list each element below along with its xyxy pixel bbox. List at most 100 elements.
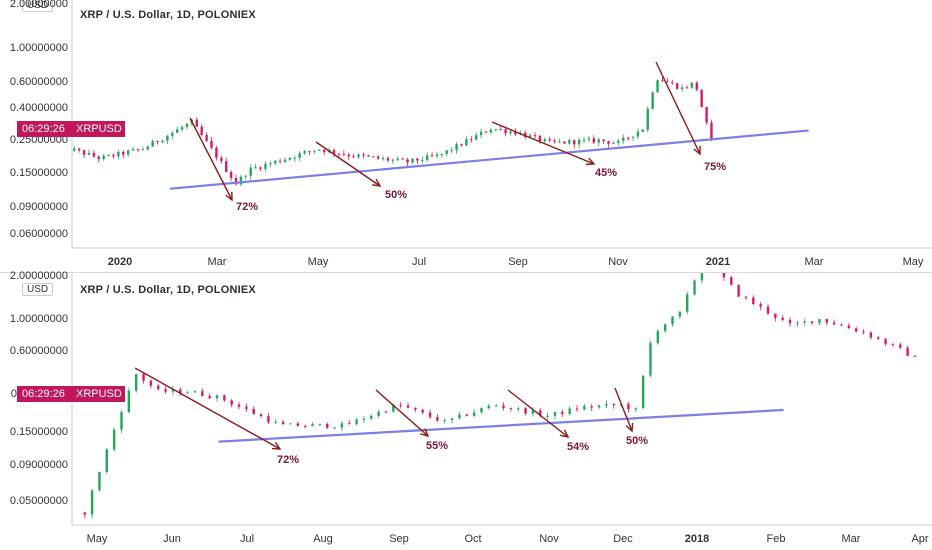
candle-body (472, 412, 476, 416)
candle-body (649, 343, 652, 376)
candle-body (134, 374, 138, 391)
correction-label: 50% (626, 435, 649, 447)
candle-body (538, 135, 542, 142)
candle-body (528, 135, 532, 138)
candle-body (370, 416, 373, 419)
candle-body (531, 410, 535, 414)
candle-body (504, 129, 507, 134)
price-badge-top[interactable]: 06:29:26 XRPUSD (17, 121, 125, 137)
candle-body (288, 157, 292, 160)
candle-body (83, 512, 86, 515)
candle-body (796, 322, 799, 324)
candle-body (479, 131, 483, 136)
candle-body (120, 412, 123, 430)
candle-body (607, 141, 610, 144)
candle-body (82, 150, 86, 155)
candle-body (666, 81, 669, 83)
candle-body (392, 404, 395, 412)
candle-body (376, 156, 380, 159)
candle-body (166, 135, 169, 141)
candle-body (484, 131, 488, 133)
candle-body (267, 416, 270, 423)
candle-body (308, 151, 311, 153)
correction-arrow (375, 389, 429, 437)
candle-body (411, 158, 414, 163)
candle-body (671, 82, 674, 84)
candle-body (205, 134, 208, 141)
candle-body (582, 139, 586, 141)
candle-body (90, 490, 94, 515)
chart-canvas-bottom (71, 273, 932, 526)
candle-body (465, 139, 468, 146)
correction-arrowhead (585, 157, 596, 166)
candle-body (303, 151, 306, 154)
x-tick-label: Dec (613, 533, 633, 545)
price-badge-time: 06:29:26 (22, 388, 65, 400)
candle-body (264, 163, 267, 169)
candle-body (311, 424, 314, 427)
correction-label: 72% (277, 454, 300, 466)
candle-body (399, 404, 402, 406)
x-tick-label: 2021 (705, 256, 731, 268)
candle-body (597, 139, 600, 143)
candle-body (700, 89, 703, 108)
correction-arrow (491, 121, 595, 165)
correction-arrowhead (371, 178, 382, 187)
correction-arrow (614, 387, 633, 432)
price-badge-symbol: XRPUSD (76, 123, 122, 135)
x-tick-label: Nov (539, 533, 559, 545)
candle-body (465, 414, 468, 416)
chart-title-bottom: XRP / U.S. Dollar, 1D, POLONIEX (80, 284, 256, 296)
candle-body (561, 411, 564, 414)
candle-body (700, 273, 704, 281)
candle-body (122, 151, 125, 155)
candle-body (208, 396, 211, 399)
candle-body (156, 141, 159, 143)
candle-body (847, 325, 851, 329)
candle-body (386, 158, 390, 161)
y-tick-label: 0.60000000 (9, 345, 68, 357)
candle-body (832, 322, 836, 325)
candle-body (509, 131, 512, 134)
candle-body (487, 405, 491, 409)
y-tick-label: 2.00000000 (9, 0, 68, 10)
candle-body (223, 395, 226, 401)
candle-body (430, 155, 434, 157)
x-tick-label: Apr (911, 533, 929, 545)
correction-arrowhead (693, 145, 701, 156)
candle-body (678, 311, 682, 317)
y-tick-label: 0.15000000 (9, 426, 68, 438)
x-tick-label: May (86, 533, 108, 545)
x-tick-label: May (902, 256, 924, 268)
correction-label: 72% (236, 201, 259, 213)
currency-label-bottom[interactable]: USD (22, 283, 54, 296)
candle-body (73, 148, 76, 151)
y-tick-label: 0 (10, 388, 17, 400)
candle-body (348, 423, 351, 425)
candle-body (337, 153, 341, 155)
candle-body (384, 411, 388, 413)
candle-body (803, 321, 806, 323)
candle-body (105, 449, 108, 472)
candle-body (428, 412, 432, 417)
candle-body (494, 405, 498, 407)
chart-title-top: XRP / U.S. Dollar, 1D, POLONIEX (80, 9, 256, 21)
candle-body (97, 156, 100, 160)
panel-divider[interactable] (0, 272, 932, 273)
candle-body (347, 154, 350, 157)
candle-body (605, 403, 608, 406)
candle-body (656, 80, 659, 93)
candle-body (180, 127, 184, 130)
candle-body (573, 140, 576, 145)
candle-body (421, 159, 424, 161)
candle-body (259, 167, 262, 169)
price-badge-bottom[interactable]: 06:29:26 XRPUSD (17, 386, 125, 402)
candle-body (661, 80, 664, 82)
candle-body (245, 406, 248, 409)
candle-body (440, 153, 444, 155)
candle-body (237, 404, 241, 407)
currency-label-top[interactable]: USD (22, 0, 54, 12)
candle-body (283, 159, 287, 162)
candle-body (377, 411, 380, 417)
candle-body (651, 92, 654, 109)
